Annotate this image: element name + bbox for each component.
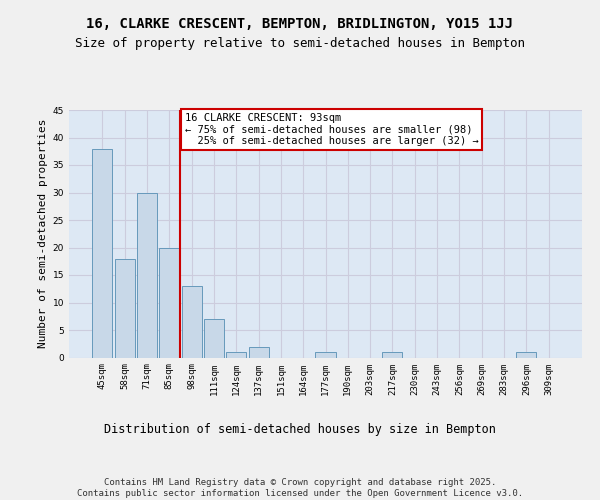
Bar [115, 258, 135, 358]
Text: Distribution of semi-detached houses by size in Bempton: Distribution of semi-detached houses by … [104, 422, 496, 436]
Bar [316, 352, 335, 358]
Bar [382, 352, 403, 358]
Bar [516, 352, 536, 358]
Bar [204, 319, 224, 358]
Text: 16 CLARKE CRESCENT: 93sqm
← 75% of semi-detached houses are smaller (98)
  25% o: 16 CLARKE CRESCENT: 93sqm ← 75% of semi-… [185, 113, 479, 146]
Bar [182, 286, 202, 358]
Text: Contains HM Land Registry data © Crown copyright and database right 2025.
Contai: Contains HM Land Registry data © Crown c… [77, 478, 523, 498]
Bar [159, 248, 179, 358]
Bar [137, 192, 157, 358]
Text: Size of property relative to semi-detached houses in Bempton: Size of property relative to semi-detach… [75, 38, 525, 51]
Text: 16, CLARKE CRESCENT, BEMPTON, BRIDLINGTON, YO15 1JJ: 16, CLARKE CRESCENT, BEMPTON, BRIDLINGTO… [86, 18, 514, 32]
Bar [92, 148, 112, 358]
Y-axis label: Number of semi-detached properties: Number of semi-detached properties [38, 119, 49, 348]
Bar [226, 352, 246, 358]
Bar [248, 346, 269, 358]
